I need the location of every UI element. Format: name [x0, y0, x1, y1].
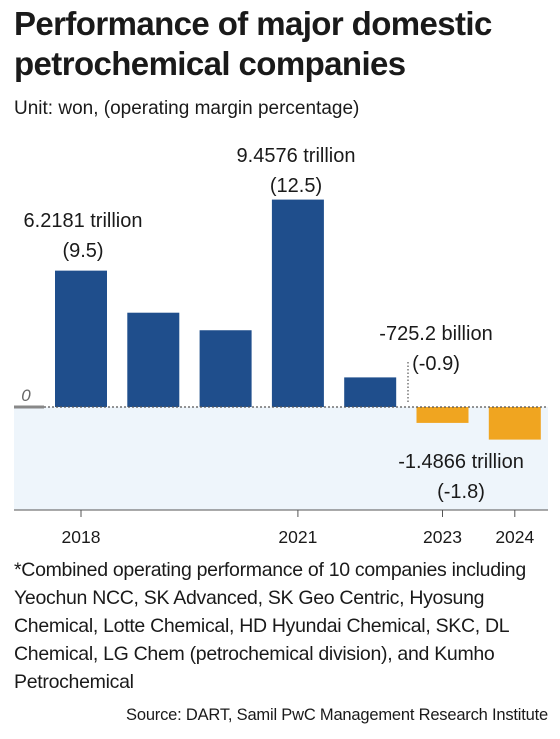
x-tick-label-2018: 2018 — [62, 527, 101, 547]
x-tick-label-2023: 2023 — [423, 527, 462, 547]
bar-2022 — [344, 377, 397, 407]
annotation-margin-2023: (-0.9) — [412, 353, 460, 375]
bar-2023 — [416, 407, 469, 423]
annotation-value-2018: 6.2181 trillion — [24, 210, 143, 232]
bar-2021 — [271, 199, 324, 407]
negative-band — [14, 407, 548, 510]
zero-label: 0 — [21, 386, 31, 405]
unit-label: Unit: won, (operating margin percentage) — [14, 98, 360, 119]
source-credit: Source: DART, Samil PwC Management Resea… — [126, 706, 548, 724]
bar-2018 — [55, 270, 107, 407]
annotation-value-2024: -1.4866 trillion — [398, 451, 524, 473]
annotation-value-2021: 9.4576 trillion — [237, 145, 356, 167]
annotation-value-2023: -725.2 billion — [379, 323, 492, 345]
bar-2020 — [199, 330, 252, 407]
bar-2024 — [488, 407, 541, 440]
annotation-margin-2018: (9.5) — [62, 240, 103, 262]
x-tick-label-2024: 2024 — [495, 527, 534, 547]
annotation-margin-2024: (-1.8) — [437, 481, 485, 503]
bar-2019 — [127, 312, 180, 407]
bar-chart: 0 2018 2021 2023 2024 6.2181 trillion (9.5) 9.4… — [14, 145, 548, 547]
chart-title: Performance of major domestic petrochemi… — [14, 5, 492, 82]
annotation-margin-2021: (12.5) — [270, 175, 322, 197]
x-tick-label-2021: 2021 — [278, 527, 317, 547]
footnote: *Combined operating performance of 10 co… — [14, 559, 526, 693]
